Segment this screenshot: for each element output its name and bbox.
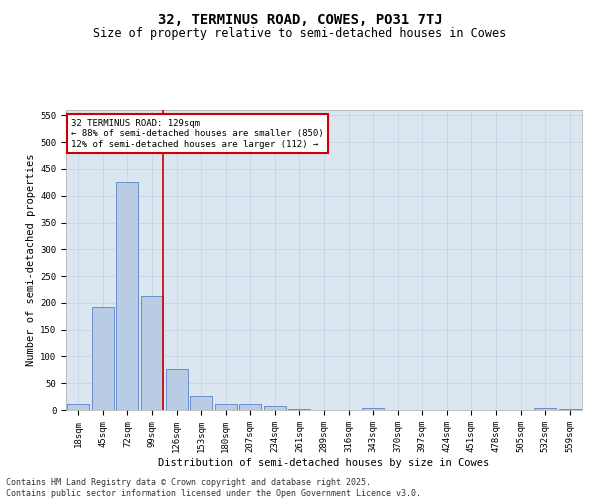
Text: 32 TERMINUS ROAD: 129sqm
← 88% of semi-detached houses are smaller (850)
12% of : 32 TERMINUS ROAD: 129sqm ← 88% of semi-d… — [71, 119, 324, 149]
Bar — [67, 404, 89, 410]
Bar — [116, 182, 139, 410]
Bar — [239, 404, 262, 410]
Text: Size of property relative to semi-detached houses in Cowes: Size of property relative to semi-detach… — [94, 28, 506, 40]
X-axis label: Distribution of semi-detached houses by size in Cowes: Distribution of semi-detached houses by … — [158, 458, 490, 468]
Bar — [559, 409, 581, 410]
Bar — [166, 369, 188, 410]
Text: 32, TERMINUS ROAD, COWES, PO31 7TJ: 32, TERMINUS ROAD, COWES, PO31 7TJ — [158, 12, 442, 26]
Y-axis label: Number of semi-detached properties: Number of semi-detached properties — [26, 154, 36, 366]
Bar — [215, 404, 237, 410]
Bar — [362, 408, 384, 410]
Text: Contains HM Land Registry data © Crown copyright and database right 2025.
Contai: Contains HM Land Registry data © Crown c… — [6, 478, 421, 498]
Bar — [264, 406, 286, 410]
Bar — [534, 408, 556, 410]
Bar — [92, 306, 114, 410]
Bar — [289, 409, 310, 410]
Bar — [190, 396, 212, 410]
Bar — [141, 296, 163, 410]
